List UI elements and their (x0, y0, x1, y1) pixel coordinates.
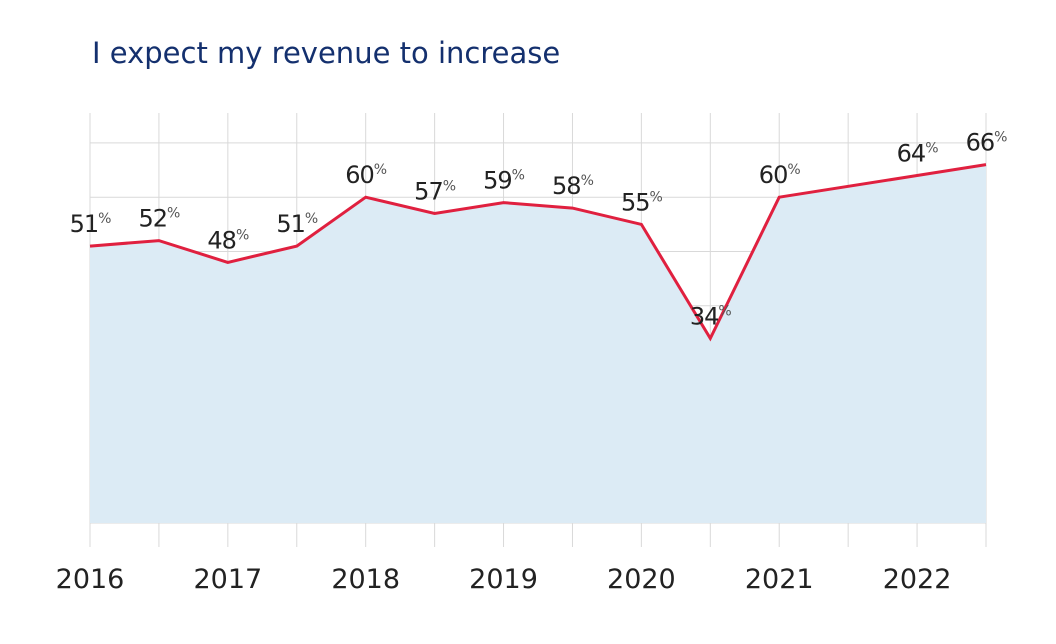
x-tick-label: 2021 (745, 564, 814, 595)
x-tick-label: 2022 (883, 564, 952, 595)
data-label: 60% (759, 161, 801, 189)
x-axis-ticks: 2016 2017 2018 2019 2020 2021 2022 (56, 564, 952, 595)
x-tick-label: 2017 (193, 564, 262, 595)
data-label: 58% (552, 172, 594, 200)
data-labels: 51% 52% 48% 51% 60% 57% 59% 58% 55% 34% 60% 64% 66% (70, 129, 1009, 331)
data-label: 51% (70, 210, 112, 238)
area-fill-shape (90, 164, 986, 523)
data-label: 34% (690, 302, 732, 330)
data-label: 60% (345, 161, 387, 189)
series-line (89, 163, 987, 342)
x-tick-label: 2016 (56, 564, 125, 595)
area-fill (90, 164, 986, 523)
data-label: 55% (621, 188, 663, 216)
data-label: 57% (414, 177, 456, 205)
x-tick-label: 2018 (331, 564, 400, 595)
chart-title: I expect my revenue to increase (92, 36, 560, 70)
x-tick-label: 2019 (469, 564, 538, 595)
data-label: 52% (138, 205, 180, 233)
data-label: 66% (966, 129, 1008, 157)
data-label: 51% (276, 210, 318, 238)
data-label: 48% (207, 226, 249, 254)
data-label: 59% (483, 167, 525, 195)
data-label: 64% (897, 139, 939, 167)
series-line-path (89, 163, 987, 342)
x-tick-label: 2020 (607, 564, 676, 595)
